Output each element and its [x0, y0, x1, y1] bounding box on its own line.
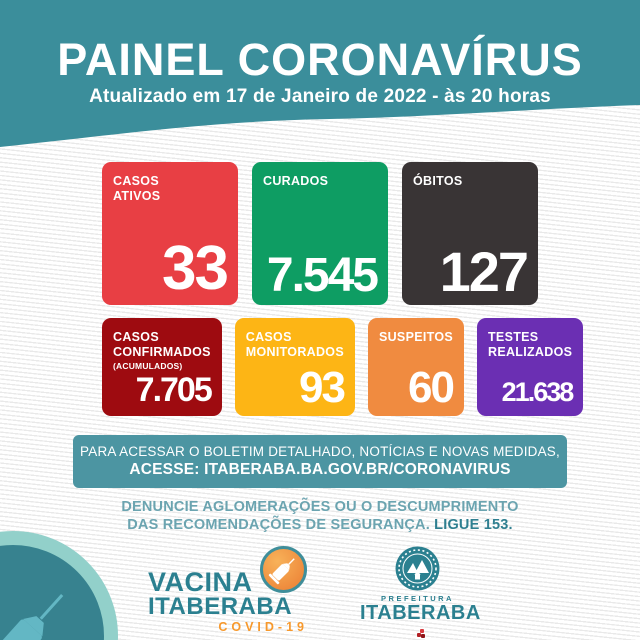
- card-label: ÓBITOS: [413, 174, 463, 188]
- card-label-text: CASOS CONFIRMADOS: [113, 330, 211, 359]
- card-label: CASOS ATIVOS: [113, 174, 161, 203]
- card-value: 127: [439, 239, 529, 303]
- city-seal-icon: [395, 546, 440, 591]
- card-casos-ativos: CASOS ATIVOS 33: [102, 162, 238, 305]
- report-notice: DENUNCIE AGLOMERAÇÕES OU O DESCUMPRIMENT…: [0, 499, 640, 534]
- vacina-itaberaba-logo: VACINA ITABERABA COVID-19: [148, 544, 308, 634]
- card-value: 33: [162, 234, 229, 304]
- card-testes-realizados: TESTES REALIZADOS 21.638: [477, 318, 584, 416]
- covid19-word: COVID-19: [218, 620, 308, 634]
- card-curados: CURADOS 7.545: [252, 162, 388, 305]
- card-value: 21.638: [501, 376, 575, 407]
- card-label: CURADOS: [263, 174, 329, 188]
- bulletin-banner: PARA ACESSAR O BOLETIM DETALHADO, NOTÍCI…: [73, 435, 567, 488]
- card-suspeitos: SUSPEITOS 60: [367, 318, 464, 416]
- syringe-icon: [0, 593, 64, 640]
- logo-accent-dots-icon: [417, 633, 421, 637]
- stat-cards-row-1: CASOS ATIVOS 33 CURADOS 7.545 ÓBITOS 127: [102, 162, 538, 305]
- card-casos-confirmados: CASOS CONFIRMADOS (ACUMULADOS) 7.705: [102, 318, 222, 416]
- prefeitura-itaberaba-logo: PREFEITURA ITABERABA TERRA DO DESENVOLVI…: [360, 546, 480, 640]
- card-casos-monitorados: CASOS MONITORADOS 93: [234, 318, 355, 416]
- banner-text: PARA ACESSAR O BOLETIM DETALHADO, NOTÍCI…: [80, 444, 560, 459]
- card-label: CASOS CONFIRMADOS (ACUMULADOS): [113, 330, 211, 371]
- banner-url[interactable]: ACESSE: ITABERABA.BA.GOV.BR/CORONAVIRUS: [129, 461, 511, 478]
- notice-line2: DAS RECOMENDAÇÕES DE SEGURANÇA. LIGUE 15…: [0, 517, 640, 535]
- vacina-city-word: ITABERABA: [148, 593, 293, 620]
- header-wave: [0, 95, 640, 147]
- vaccine-syringe-badge-icon: [260, 546, 307, 593]
- prefeitura-city-line: ITABERABA: [360, 603, 480, 640]
- card-label: SUSPEITOS: [378, 330, 453, 344]
- card-value: 7.545: [266, 248, 379, 302]
- syringe-circle-decoration: [0, 531, 118, 640]
- prefeitura-city-word: ITABERABA: [360, 602, 481, 624]
- card-value: 93: [299, 363, 346, 413]
- header-band: [0, 0, 640, 96]
- prefeitura-word: PREFEITURA: [381, 594, 454, 603]
- card-label: CASOS MONITORADOS: [245, 330, 344, 359]
- notice-phone: LIGUE 153.: [434, 516, 513, 533]
- card-obitos: ÓBITOS 127: [402, 162, 538, 305]
- notice-line1: DENUNCIE AGLOMERAÇÕES OU O DESCUMPRIMENT…: [121, 499, 519, 515]
- vacina-word: VACINA: [148, 567, 253, 597]
- updated-at-subtitle: Atualizado em 17 de Janeiro de 2022 - às…: [89, 86, 551, 107]
- small-syringe-icon: [268, 558, 295, 585]
- card-value: 7.705: [135, 371, 213, 410]
- card-label: TESTES REALIZADOS: [488, 330, 573, 359]
- notice-line2-text: DAS RECOMENDAÇÕES DE SEGURANÇA.: [127, 516, 430, 533]
- page-title: PAINEL CORONAVÍRUS: [57, 34, 583, 85]
- stat-cards-row-2: CASOS CONFIRMADOS (ACUMULADOS) 7.705 CASO…: [102, 318, 584, 416]
- card-sublabel: (ACUMULADOS): [113, 361, 183, 371]
- card-value: 60: [408, 363, 455, 413]
